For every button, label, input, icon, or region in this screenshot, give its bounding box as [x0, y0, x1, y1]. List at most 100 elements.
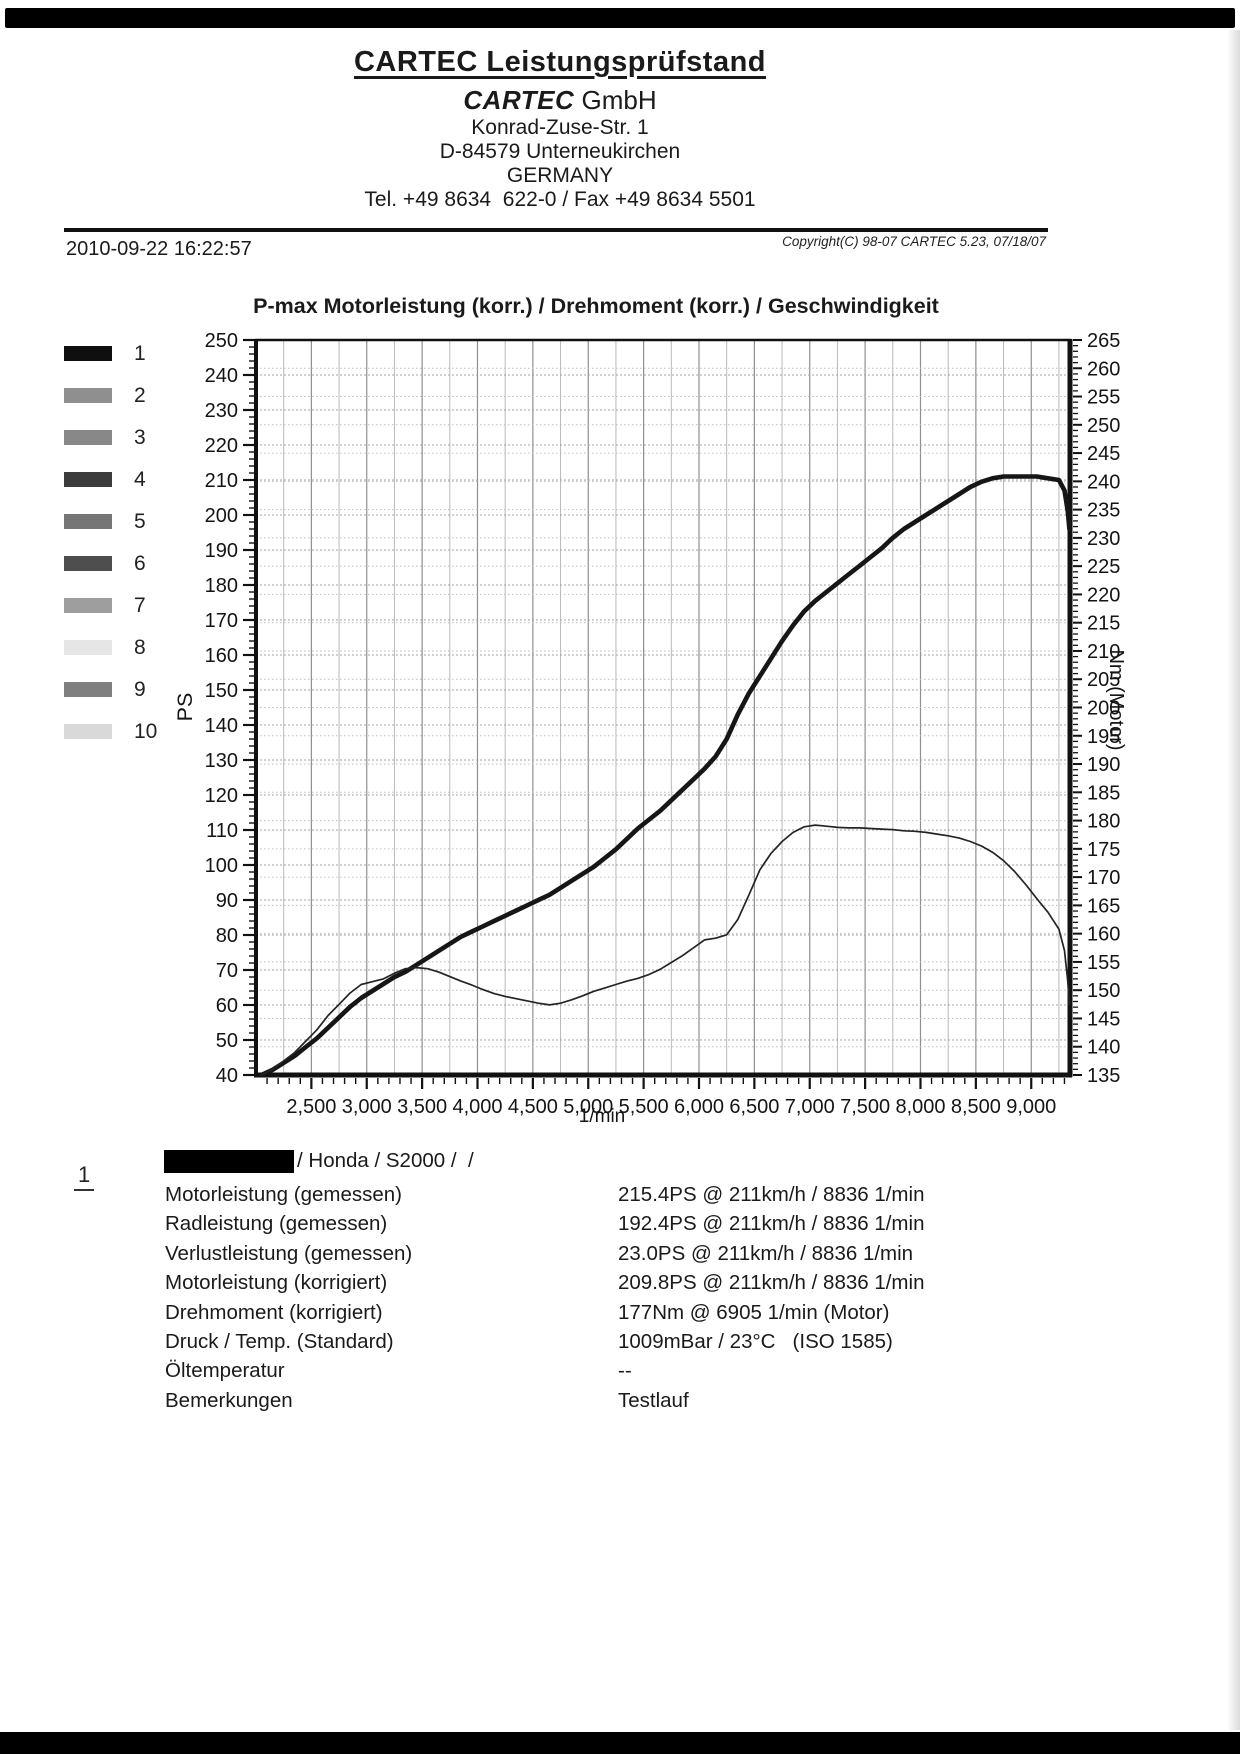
- svg-text:90: 90: [216, 890, 238, 912]
- svg-text:225: 225: [1087, 556, 1120, 578]
- result-value: 209.8PS @ 211km/h / 8836 1/min: [618, 1271, 925, 1295]
- svg-text:250: 250: [1087, 415, 1120, 437]
- y-axis-left-ticks: 40 50 60 70 80 90 100 110 120 130 140 150 160 170 180 1…: [205, 330, 254, 1087]
- vehicle-description: / Honda / S2000 / /: [297, 1149, 474, 1172]
- svg-text:190: 190: [1087, 754, 1120, 776]
- legend-item-6: 6: [64, 552, 157, 575]
- svg-text:175: 175: [1087, 839, 1120, 861]
- legend-item-7: 7: [64, 594, 157, 617]
- legend-item-2: 2: [64, 384, 157, 407]
- report-header: CARTEC Leistungsprüfstand CARTEC GmbH Ko…: [0, 44, 1120, 212]
- result-value: 23.0PS @ 211km/h / 8836 1/min: [618, 1241, 914, 1265]
- svg-text:180: 180: [205, 575, 238, 597]
- svg-text:140: 140: [1087, 1037, 1120, 1059]
- svg-text:250: 250: [205, 330, 238, 352]
- svg-text:190: 190: [205, 540, 238, 562]
- svg-text:50: 50: [216, 1030, 238, 1052]
- x-axis-ticks: 2,500 3,000 3,500 4,000 4,500 5,000 5,500 6,000…: [266, 1078, 1066, 1118]
- svg-text:185: 185: [1087, 782, 1120, 804]
- svg-text:195: 195: [1087, 726, 1120, 748]
- result-value: 1009mBar / 23°C (ISO 1585): [618, 1330, 893, 1354]
- legend-label: 4: [134, 467, 146, 491]
- result-row: Motorleistung (korrigiert) 209.8PS @ 211k…: [165, 1268, 965, 1297]
- legend-label: 6: [134, 551, 146, 575]
- scan-artifact-bottom-bar: [0, 1732, 1240, 1754]
- x-axis-title: 1/min: [579, 1106, 625, 1127]
- result-label: Drehmoment (korrigiert): [165, 1300, 383, 1324]
- result-label: Druck / Temp. (Standard): [165, 1330, 394, 1354]
- result-label: Bemerkungen: [165, 1388, 293, 1412]
- chart-title: P-max Motorleistung (korr.) / Drehmoment…: [253, 294, 939, 318]
- svg-text:5,000: 5,000: [563, 1096, 613, 1118]
- run-legend: 1 2 3 4 5 6 7 8 9 10: [64, 342, 157, 766]
- svg-text:235: 235: [1087, 500, 1120, 522]
- result-value: 192.4PS @ 211km/h / 8836 1/min: [618, 1212, 925, 1236]
- scan-artifact-right-edge: [1227, 30, 1240, 1730]
- result-row: Druck / Temp. (Standard) 1009mBar / 23°C …: [165, 1327, 965, 1356]
- legend-item-3: 3: [64, 426, 157, 449]
- svg-text:4,500: 4,500: [508, 1096, 558, 1118]
- report-title: CARTEC Leistungsprüfstand: [353, 46, 767, 78]
- copyright-note: Copyright(C) 98-07 CARTEC 5.23, 07/18/07: [782, 234, 1046, 249]
- legend-label: 5: [134, 509, 146, 533]
- redacted-vehicle-id: [164, 1149, 294, 1173]
- svg-text:160: 160: [1087, 924, 1120, 946]
- legend-swatch: [64, 724, 112, 739]
- svg-text:265: 265: [1087, 330, 1120, 352]
- result-row: Radleistung (gemessen) 192.4PS @ 211km/h …: [165, 1209, 965, 1238]
- result-label: Radleistung (gemessen): [165, 1212, 388, 1236]
- svg-text:6,500: 6,500: [729, 1096, 779, 1118]
- results-table: Motorleistung (gemessen) 215.4PS @ 211km/…: [165, 1180, 965, 1415]
- svg-text:205: 205: [1087, 669, 1120, 691]
- result-row: Motorleistung (gemessen) 215.4PS @ 211km/…: [165, 1180, 965, 1209]
- legend-swatch: [64, 472, 112, 487]
- legend-swatch: [64, 682, 112, 697]
- svg-text:160: 160: [205, 645, 238, 667]
- vertical-gridlines: [283, 340, 1060, 1075]
- svg-text:230: 230: [1087, 528, 1120, 550]
- svg-text:155: 155: [1087, 952, 1120, 974]
- svg-text:240: 240: [205, 365, 238, 387]
- scan-artifact-top-bar: [5, 8, 1235, 28]
- legend-swatch: [64, 388, 112, 403]
- axis-titles: PS Nm (Motor) 1/min: [173, 649, 1127, 1127]
- company-suffix: GmbH: [574, 85, 657, 115]
- svg-text:220: 220: [205, 435, 238, 457]
- legend-item-10: 10: [64, 720, 157, 743]
- svg-text:80: 80: [216, 925, 238, 947]
- company-name: CARTEC GmbH: [0, 84, 1120, 116]
- svg-text:245: 245: [1087, 443, 1120, 465]
- horizontal-gridlines-left: [256, 374, 1070, 1041]
- svg-text:70: 70: [216, 960, 238, 982]
- address-street: Konrad-Zuse-Str. 1: [471, 116, 649, 139]
- svg-text:255: 255: [1087, 387, 1120, 409]
- svg-text:60: 60: [216, 995, 238, 1017]
- svg-text:200: 200: [1087, 698, 1120, 720]
- svg-text:4,000: 4,000: [452, 1096, 502, 1118]
- svg-text:130: 130: [205, 750, 238, 772]
- result-value: 177Nm @ 6905 1/min (Motor): [618, 1300, 890, 1324]
- svg-text:180: 180: [1087, 811, 1120, 833]
- legend-swatch: [64, 556, 112, 571]
- contact-line: Tel. +49 8634 622-0 / Fax +49 8634 5501: [364, 188, 756, 211]
- horizontal-gridlines-right: [256, 367, 1070, 1048]
- legend-label: 10: [134, 719, 158, 743]
- y-axis-right-ticks: 135 140 145 150 155 160 165 170 175 180 185 190 195 2…: [1073, 330, 1120, 1087]
- svg-text:120: 120: [205, 785, 238, 807]
- y-axis-right-title: Nm (Motor): [1105, 649, 1127, 750]
- legend-swatch: [64, 514, 112, 529]
- svg-text:140: 140: [205, 715, 238, 737]
- svg-text:9,000: 9,000: [1006, 1096, 1056, 1118]
- svg-text:210: 210: [1087, 641, 1120, 663]
- legend-label: 3: [134, 425, 146, 449]
- curve-power: [259, 474, 1072, 1078]
- legend-item-1: 1: [64, 342, 157, 365]
- svg-text:100: 100: [205, 855, 238, 877]
- svg-text:3,500: 3,500: [397, 1096, 447, 1118]
- vehicle-line: / Honda / S2000 / /: [164, 1149, 474, 1173]
- report-datetime: 2010-09-22 16:22:57: [66, 238, 252, 260]
- result-label: Motorleistung (gemessen): [165, 1183, 402, 1206]
- svg-text:230: 230: [205, 400, 238, 422]
- svg-text:170: 170: [205, 610, 238, 632]
- result-row: Bemerkungen Testlauf: [165, 1386, 965, 1415]
